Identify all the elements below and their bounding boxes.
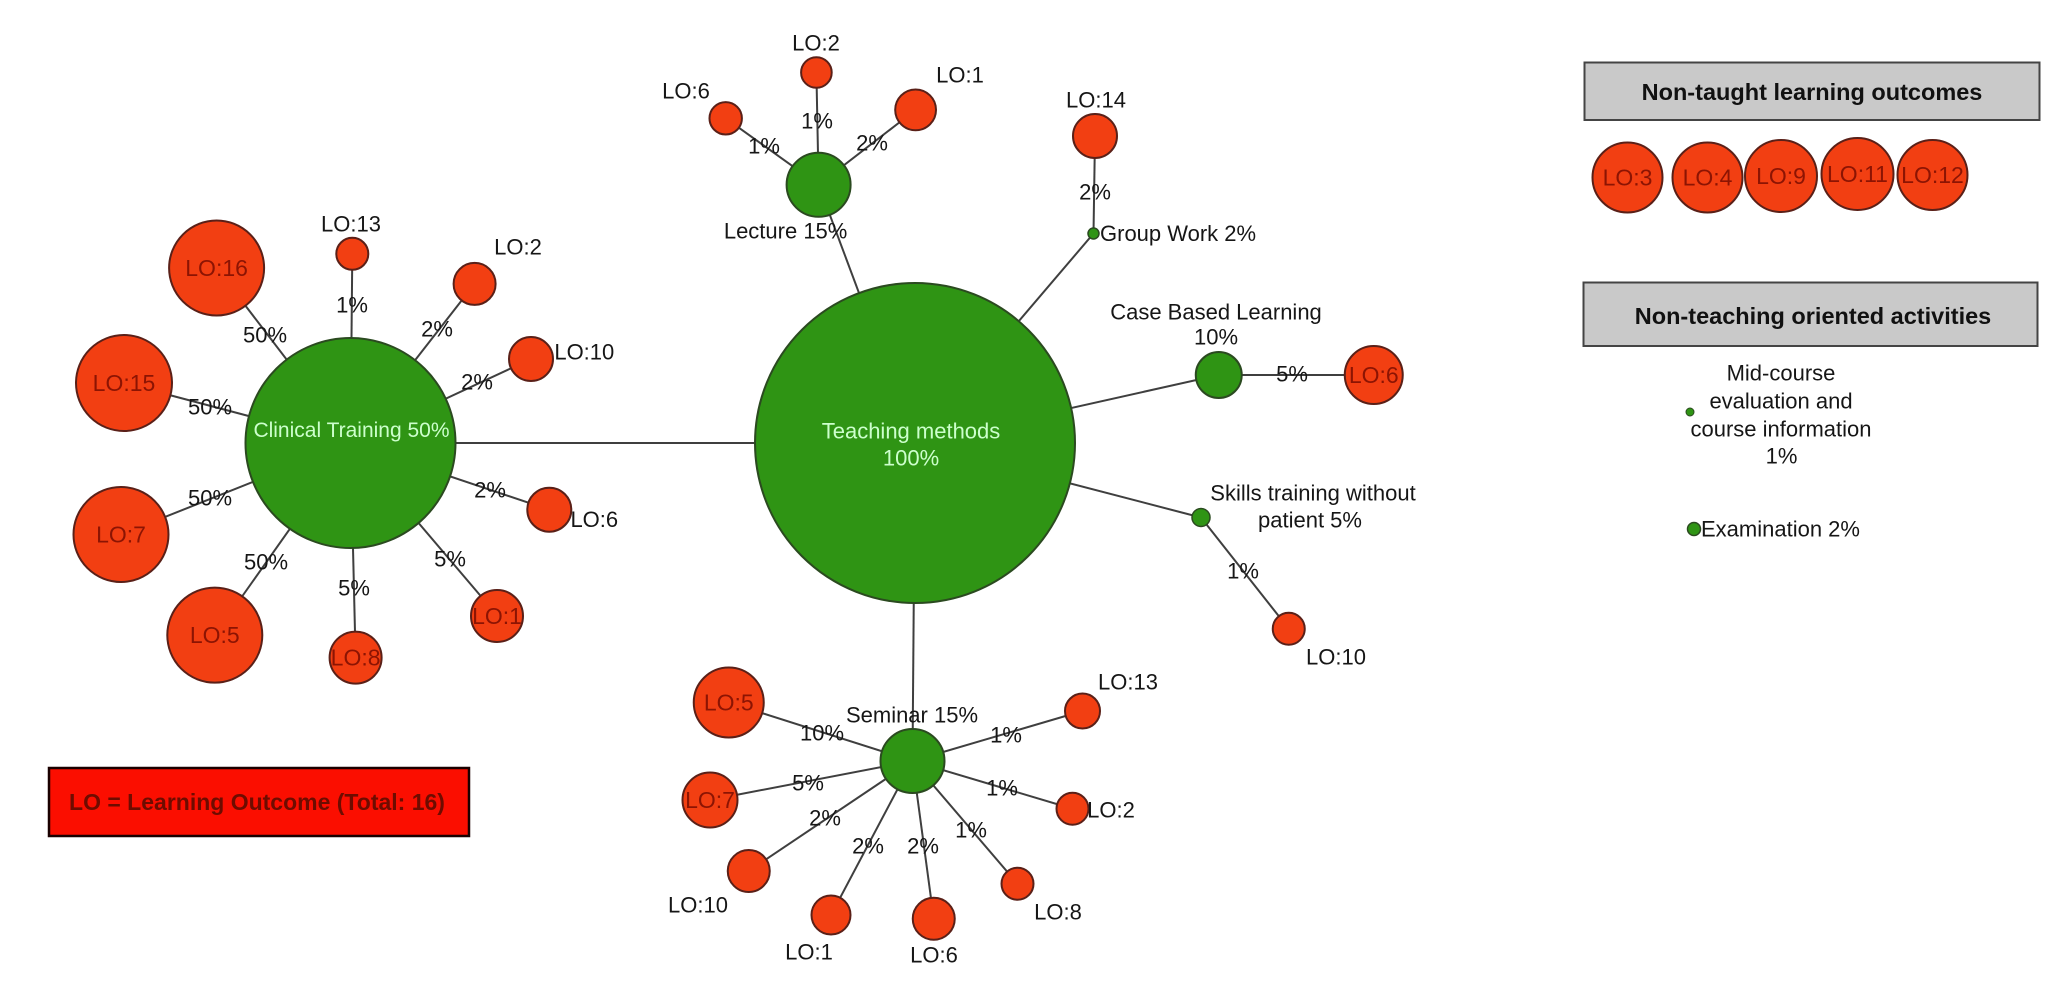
svg-text:LO:13: LO:13	[1098, 670, 1158, 695]
svg-text:Examination 2%: Examination 2%	[1701, 517, 1860, 542]
svg-text:Non-teaching oriented activiti: Non-teaching oriented activities	[1635, 303, 1991, 329]
svg-text:50%: 50%	[244, 550, 288, 575]
svg-text:LO:5: LO:5	[190, 622, 240, 648]
svg-text:Non-taught learning outcomes: Non-taught learning outcomes	[1642, 79, 1983, 105]
svg-text:LO:9: LO:9	[1756, 163, 1806, 189]
svg-text:LO:14: LO:14	[1066, 88, 1126, 113]
svg-text:1%: 1%	[1227, 559, 1259, 584]
svg-text:patient 5%: patient 5%	[1258, 508, 1362, 533]
svg-text:2%: 2%	[421, 317, 453, 342]
svg-text:Skills training without: Skills training without	[1210, 481, 1415, 506]
svg-text:1%: 1%	[990, 723, 1022, 748]
svg-text:1%: 1%	[748, 134, 780, 159]
svg-text:LO:6: LO:6	[570, 507, 618, 532]
svg-text:course information: course information	[1691, 417, 1872, 442]
svg-text:2%: 2%	[474, 478, 506, 503]
svg-text:Seminar 15%: Seminar 15%	[846, 703, 978, 728]
svg-text:1%: 1%	[955, 818, 987, 843]
svg-text:50%: 50%	[243, 323, 287, 348]
svg-text:LO:7: LO:7	[685, 787, 735, 813]
svg-text:5%: 5%	[792, 771, 824, 796]
svg-text:2%: 2%	[461, 370, 493, 395]
svg-text:LO:6: LO:6	[1349, 362, 1399, 388]
svg-text:evaluation and: evaluation and	[1709, 389, 1852, 414]
svg-text:1%: 1%	[336, 293, 368, 318]
svg-text:LO:2: LO:2	[494, 235, 542, 260]
svg-text:1%: 1%	[801, 109, 833, 134]
svg-text:Clinical Training 50%: Clinical Training 50%	[253, 419, 449, 442]
svg-text:1%: 1%	[986, 776, 1018, 801]
svg-text:LO:15: LO:15	[93, 370, 156, 396]
svg-text:LO:7: LO:7	[96, 522, 146, 548]
svg-text:LO = Learning Outcome (Total:: LO = Learning Outcome (Total: 16)	[69, 789, 445, 815]
svg-text:LO:6: LO:6	[662, 79, 710, 104]
svg-text:LO:5: LO:5	[704, 690, 754, 716]
svg-text:5%: 5%	[434, 547, 466, 572]
svg-text:2%: 2%	[856, 131, 888, 156]
svg-text:2%: 2%	[1079, 180, 1111, 205]
svg-text:50%: 50%	[188, 486, 232, 511]
svg-text:1%: 1%	[1766, 444, 1798, 469]
svg-text:LO:11: LO:11	[1827, 161, 1888, 187]
svg-text:5%: 5%	[1276, 362, 1308, 387]
svg-text:LO:8: LO:8	[1034, 900, 1082, 925]
svg-text:Case Based Learning: Case Based Learning	[1110, 300, 1322, 325]
svg-text:LO:16: LO:16	[185, 255, 248, 281]
svg-text:LO:10: LO:10	[1306, 645, 1366, 670]
svg-text:LO:1: LO:1	[936, 63, 984, 88]
svg-text:LO:6: LO:6	[910, 943, 958, 968]
svg-text:LO:10: LO:10	[668, 893, 728, 918]
svg-text:2%: 2%	[852, 834, 884, 859]
svg-text:LO:4: LO:4	[1683, 165, 1733, 191]
svg-text:Teaching methods: Teaching methods	[822, 419, 1001, 444]
svg-text:10%: 10%	[800, 721, 844, 746]
svg-text:5%: 5%	[338, 576, 370, 601]
svg-text:100%: 100%	[883, 446, 939, 471]
svg-text:LO:1: LO:1	[472, 603, 522, 629]
svg-text:LO:10: LO:10	[554, 340, 614, 365]
svg-text:10%: 10%	[1194, 325, 1238, 350]
svg-text:LO:2: LO:2	[792, 31, 840, 56]
svg-text:50%: 50%	[188, 395, 232, 420]
svg-text:LO:8: LO:8	[331, 645, 381, 671]
svg-text:LO:13: LO:13	[321, 212, 381, 237]
svg-text:Group Work 2%: Group Work 2%	[1100, 221, 1256, 246]
svg-text:LO:12: LO:12	[1901, 162, 1964, 188]
svg-text:LO:3: LO:3	[1603, 165, 1653, 191]
svg-text:2%: 2%	[907, 834, 939, 859]
svg-text:LO:2: LO:2	[1087, 798, 1135, 823]
svg-text:Mid-course: Mid-course	[1727, 361, 1836, 386]
svg-text:Lecture 15%: Lecture 15%	[724, 219, 848, 244]
svg-text:LO:1: LO:1	[785, 940, 833, 965]
svg-text:2%: 2%	[809, 806, 841, 831]
